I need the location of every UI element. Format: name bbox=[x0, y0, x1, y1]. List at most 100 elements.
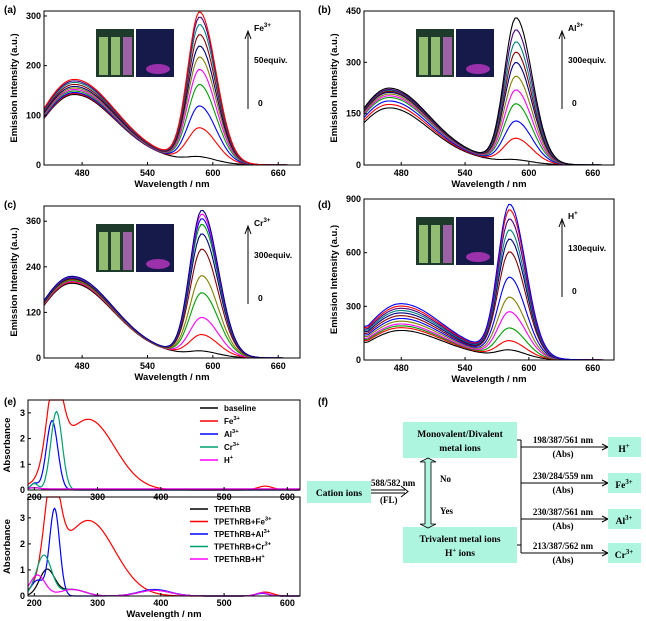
x-axis-label-a: Wavelength / nm bbox=[134, 179, 209, 190]
result-ion-2: Al3+ bbox=[616, 515, 633, 527]
annotation-zero-d: 0 bbox=[572, 286, 577, 296]
fl-arrowhead bbox=[400, 485, 409, 498]
axes-frame-d bbox=[363, 198, 615, 361]
axes-frame-b bbox=[363, 10, 615, 166]
y-tick-label-c-360: 360 bbox=[26, 216, 41, 226]
no-label: No bbox=[440, 474, 451, 484]
legend-label-e-top-1: Fe3+ bbox=[224, 416, 241, 426]
x-tick-label-a-540: 540 bbox=[140, 168, 155, 178]
inset-glow bbox=[466, 252, 490, 262]
y-tick-label-b-450: 450 bbox=[346, 6, 361, 16]
x-tick-label-e-bot-300: 300 bbox=[90, 598, 105, 608]
y-tick-label-e-top-1: 1 bbox=[20, 459, 25, 469]
legend-label-e-bot-4: TPEThRB+H+ bbox=[214, 554, 265, 564]
x-tick-label-e-bot-400: 400 bbox=[153, 598, 168, 608]
y-tick-label-b-150: 150 bbox=[346, 109, 361, 119]
result-mode-1: (Abs) bbox=[552, 485, 573, 495]
y-axis-label-d: Emission Intensity (a.u.) bbox=[329, 225, 340, 334]
yes-no-arrow bbox=[419, 457, 437, 529]
emission-curve-b-5 bbox=[363, 75, 613, 166]
annotation-arrowhead-d bbox=[558, 217, 566, 228]
legend-label-e-bot-2: TPEThRB+Al3+ bbox=[214, 529, 271, 539]
x-tick-label-e-bot-500: 500 bbox=[217, 598, 232, 608]
inset-vial bbox=[419, 225, 428, 263]
x-tick-label-c-660: 660 bbox=[271, 361, 286, 371]
y-tick-label-e-top-0: 0 bbox=[20, 485, 25, 495]
x-tick-label-c-540: 540 bbox=[140, 361, 155, 371]
x-tick-label-b-600: 600 bbox=[521, 168, 536, 178]
y-axis-label-e-bot: Absorbance bbox=[2, 519, 13, 574]
annotation-amount-c: 300equiv. bbox=[254, 250, 292, 260]
axes-frame-e-top bbox=[27, 399, 301, 491]
y-tick-label-e-bot-2: 2 bbox=[20, 539, 25, 549]
emission-panel-c: 480 540 600 660 0 120 240 360 Wavelength / nm Emi… bbox=[4, 200, 301, 383]
y-tick-label-e-bot-1: 1 bbox=[20, 565, 25, 575]
x-tick-label-d-480: 480 bbox=[394, 363, 409, 373]
annotation-zero-b: 0 bbox=[572, 98, 577, 108]
tri-label: Trivalent metal ions bbox=[419, 535, 500, 545]
axes-frame-c bbox=[43, 205, 301, 359]
cation-label: Cation ions bbox=[316, 489, 362, 499]
annotation-ion-d: H+ bbox=[568, 210, 578, 221]
x-axis-label-e-bot: Wavelength / nm bbox=[126, 609, 201, 620]
emission-panel-b: 480 540 600 660 0 150 300 450 Wavelength / nm Emi… bbox=[318, 5, 615, 190]
mono-label: Monovalent/Divalent bbox=[417, 430, 503, 440]
inset-glow bbox=[146, 64, 170, 74]
panel-label-b: (b) bbox=[318, 5, 331, 16]
y-axis-label-e-top: Absorbance bbox=[2, 418, 13, 473]
x-tick-label-b-540: 540 bbox=[458, 168, 473, 178]
y-tick-label-c-0: 0 bbox=[36, 353, 41, 363]
x-tick-label-e-bot-600: 600 bbox=[280, 598, 295, 608]
annotation-amount-b: 300equiv. bbox=[568, 55, 606, 65]
inset-vial bbox=[443, 225, 452, 263]
mono-box bbox=[403, 422, 517, 458]
result-box-0 bbox=[608, 437, 641, 457]
inset-vial bbox=[431, 225, 440, 263]
result-wavelength-1: 230/284/559 nm bbox=[533, 471, 594, 481]
emission-panel-d: 480 540 600 660 0 300 600 900 Wavelength / nm Emi… bbox=[318, 194, 615, 385]
annotation-ion-c: Cr3+ bbox=[254, 217, 271, 228]
absorbance-curve-e-bot-0 bbox=[27, 568, 300, 597]
x-tick-label-d-600: 600 bbox=[521, 363, 536, 373]
y-tick-label-a-300: 300 bbox=[26, 11, 41, 21]
x-axis-label-d: Wavelength / nm bbox=[451, 374, 526, 385]
y-tick-label-b-300: 300 bbox=[346, 57, 361, 67]
annotation-zero-a: 0 bbox=[258, 98, 263, 108]
result-box-1 bbox=[608, 473, 641, 493]
y-tick-label-c-240: 240 bbox=[26, 262, 41, 272]
y-tick-label-e-top-2: 2 bbox=[20, 434, 25, 444]
axes-frame-a bbox=[43, 10, 301, 166]
emission-curve-d-0 bbox=[364, 329, 613, 361]
y-tick-label-a-100: 100 bbox=[26, 110, 41, 120]
annotation-ion-b: Al3+ bbox=[568, 22, 584, 33]
inset-vial bbox=[419, 37, 428, 75]
x-tick-label-c-600: 600 bbox=[205, 361, 220, 371]
panel-label-f: (f) bbox=[318, 397, 328, 408]
emission-panel-a: 480 540 600 660 0 100 200 300 Wavelength / nm Emi… bbox=[4, 5, 301, 190]
annotation-amount-a: 50equiv. bbox=[254, 55, 287, 65]
inset-vial bbox=[443, 37, 452, 75]
panel-label-d: (d) bbox=[318, 200, 331, 211]
y-tick-label-d-900: 900 bbox=[346, 194, 361, 204]
inset-vial bbox=[99, 232, 108, 270]
absorbance-panel-e-bot: TPEThRB TPEThRB+Fe3+ TPEThRB+Al3+ TPEThRB+C… bbox=[2, 496, 301, 620]
panel-label-a: (a) bbox=[4, 5, 16, 16]
y-tick-label-b-0: 0 bbox=[356, 160, 361, 170]
x-tick-label-a-480: 480 bbox=[75, 168, 90, 178]
cation-box bbox=[307, 481, 371, 503]
y-tick-label-d-0: 0 bbox=[356, 355, 361, 365]
legend-label-e-bot-3: TPEThRB+Cr3+ bbox=[214, 542, 272, 552]
x-tick-label-a-600: 600 bbox=[205, 168, 220, 178]
result-box-2 bbox=[608, 509, 641, 529]
y-tick-label-a-200: 200 bbox=[26, 61, 41, 71]
axes-frame-e-bot bbox=[27, 496, 301, 597]
annotation-arrowhead-a bbox=[244, 29, 252, 40]
emission-curve-a-10 bbox=[43, 11, 299, 166]
result-ion-1: Fe3+ bbox=[615, 479, 632, 491]
result-wavelength-2: 230/387/561 nm bbox=[533, 507, 594, 517]
legend-label-e-top-4: H+ bbox=[224, 455, 234, 465]
legend-label-e-top-3: Cr3+ bbox=[224, 442, 240, 452]
tri-box bbox=[403, 527, 517, 563]
result-mode-3: (Abs) bbox=[552, 555, 573, 565]
